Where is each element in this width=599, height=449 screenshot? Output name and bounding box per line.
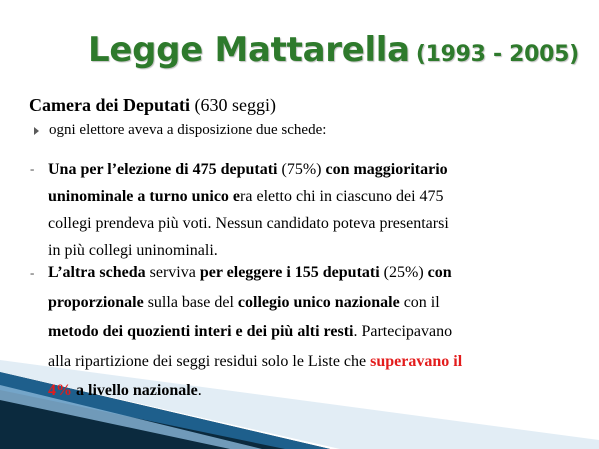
p2-l1-normal-a: serviva: [145, 264, 200, 281]
p2-line-1: L’altra scheda serviva per eleggere i 15…: [48, 258, 593, 288]
p1-line-1: Una per l’elezione di 475 deputati (75%)…: [48, 156, 588, 183]
swoosh-light-band: [0, 385, 262, 449]
p1-l1-bold-a: Una per l’elezione di 475 deputati: [48, 161, 278, 178]
swoosh-faint-band: [0, 360, 599, 449]
p2-line-2: proporzionale sulla base del collegio un…: [48, 288, 593, 318]
p2-l5-bold: a livello nazionale: [72, 382, 198, 399]
subhead-seats: (630 seggi): [194, 95, 276, 115]
bullet-arrow-icon: [34, 126, 39, 135]
p2-line-3: metodo dei quozienti interi e dei più al…: [48, 317, 593, 347]
p2-l1-bold-b: per eleggere i 155 deputati: [199, 264, 380, 281]
p1-l1-bold-b: con maggioritario: [325, 161, 448, 178]
p2-l2-normal-b: con il: [399, 293, 440, 311]
p2-l1-normal-b: (25%): [379, 264, 428, 281]
p2-l5-red: 4%: [48, 382, 72, 399]
bullet-text: ogni elettore aveva a disposizione due s…: [49, 122, 327, 138]
p1-line-2: uninominale a turno unico era eletto chi…: [48, 183, 588, 210]
slide-title: Legge Mattarella (1993 - 2005): [88, 30, 588, 70]
subhead-chamber: Camera dei Deputati: [29, 95, 190, 115]
p2-line-4: alla ripartizione dei seggi residui solo…: [48, 347, 593, 377]
p1-line-3: collegi prendeva più voti. Nessun candid…: [48, 215, 449, 232]
p2-l3-bold: metodo dei quozienti interi e dei più al…: [48, 323, 354, 340]
p2-l2-bold-a: proporzionale: [48, 293, 144, 311]
p1-l1-normal: (75%): [277, 161, 326, 178]
title-main: Legge Mattarella: [88, 30, 410, 70]
bullet-item: ogni elettore aveva a disposizione due s…: [34, 122, 326, 139]
p2-l2-bold-b: collegio unico nazionale: [237, 293, 400, 311]
subheading: Camera dei Deputati (630 seggi): [29, 95, 276, 116]
p2-l4-normal: alla ripartizione dei seggi residui solo…: [48, 352, 371, 370]
title-years: (1993 - 2005): [415, 42, 579, 67]
p2-l2-normal-a: sulla base del: [143, 293, 238, 311]
p2-line-5: 4% a livello nazionale.: [48, 376, 593, 406]
p1-line-4: in più collegi uninominali.: [48, 242, 218, 259]
paragraph-first-ballot: Una per l’elezione di 475 deputati (75%)…: [48, 156, 588, 264]
dash-marker-1: -: [30, 161, 35, 176]
dash-marker-2: -: [30, 265, 35, 280]
p2-l3-normal: . Partecipavano: [353, 323, 453, 340]
p2-l1-bold-a: L’altra scheda: [48, 264, 146, 281]
swoosh-blue-band: [0, 372, 330, 449]
p2-l4-red: superavano il: [370, 352, 463, 370]
paragraph-second-ballot: L’altra scheda serviva per eleggere i 15…: [48, 258, 593, 406]
p2-l5-normal: .: [197, 382, 202, 399]
p1-l2-normal: ra eletto chi in ciascuno dei 475: [240, 188, 444, 205]
p1-l2-bold: uninominale a turno unico e: [48, 188, 241, 205]
p2-l1-bold-c: con: [427, 264, 452, 281]
